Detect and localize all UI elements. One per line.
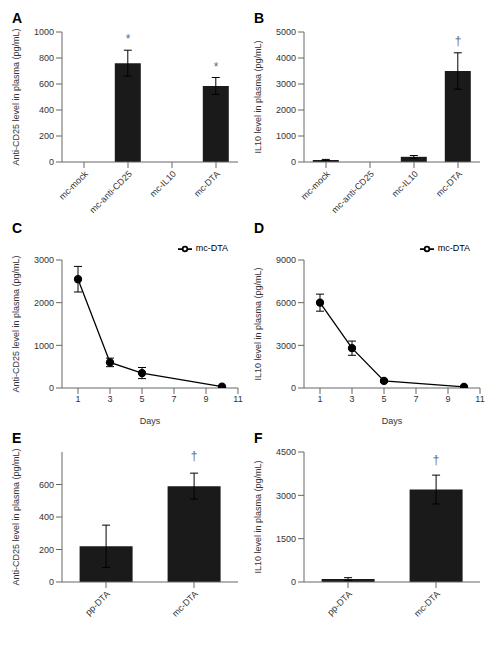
svg-text:9000: 9000 — [276, 255, 296, 265]
svg-text:9: 9 — [445, 394, 450, 404]
svg-text:200: 200 — [39, 545, 54, 555]
svg-text:*: * — [126, 32, 131, 46]
svg-text:5000: 5000 — [276, 27, 296, 37]
svg-text:*: * — [214, 60, 219, 74]
svg-text:Anti-CD25 level in plasma (pg/: Anti-CD25 level in plasma (pg/mL) — [11, 448, 21, 585]
svg-text:3: 3 — [349, 394, 354, 404]
svg-text:200: 200 — [39, 131, 54, 141]
html-text:C: C — [12, 220, 23, 236]
svg-text:†: † — [191, 449, 198, 463]
svg-text:7: 7 — [171, 394, 176, 404]
svg-text:IL10 level in plasma (pg/mL): IL10 level in plasma (pg/mL) — [253, 267, 263, 380]
svg-text:11: 11 — [475, 394, 484, 404]
svg-text:0: 0 — [49, 577, 54, 587]
svg-text:mc-IL10: mc-IL10 — [148, 169, 178, 199]
svg-text:1000: 1000 — [34, 341, 54, 351]
svg-text:mc-DTA: mc-DTA — [192, 169, 222, 199]
svg-text:pp-DTA: pp-DTA — [83, 589, 112, 618]
svg-text:1: 1 — [317, 394, 322, 404]
svg-text:7: 7 — [413, 394, 418, 404]
svg-text:2000: 2000 — [276, 105, 296, 115]
svg-text:400: 400 — [39, 105, 54, 115]
svg-text:†: † — [433, 453, 440, 467]
svg-text:Days: Days — [382, 416, 403, 426]
html-text:F: F — [254, 430, 263, 446]
svg-text:4500: 4500 — [276, 447, 296, 457]
html-text:D: D — [254, 220, 265, 236]
svg-text:mc-IL10: mc-IL10 — [390, 169, 420, 199]
html-text:A: A — [12, 10, 23, 26]
svg-text:600: 600 — [39, 79, 54, 89]
svg-text:3000: 3000 — [276, 491, 296, 501]
svg-text:pp-DTA: pp-DTA — [325, 589, 354, 618]
svg-text:6000: 6000 — [276, 298, 296, 308]
svg-text:mc-DTA: mc-DTA — [170, 589, 200, 619]
svg-text:3: 3 — [107, 394, 112, 404]
svg-text:3000: 3000 — [276, 341, 296, 351]
svg-text:Days: Days — [140, 416, 161, 426]
svg-text:0: 0 — [49, 383, 54, 393]
svg-text:400: 400 — [39, 512, 54, 522]
svg-text:800: 800 — [39, 53, 54, 63]
html-text:E: E — [12, 430, 22, 446]
svg-text:1500: 1500 — [276, 534, 296, 544]
svg-text:1000: 1000 — [34, 27, 54, 37]
svg-text:0: 0 — [49, 157, 54, 167]
svg-text:5: 5 — [139, 394, 144, 404]
svg-text:Anti-CD25 level in plasma (pg/: Anti-CD25 level in plasma (pg/mL) — [11, 255, 21, 392]
html-text:B: B — [254, 10, 265, 26]
svg-text:mc-DTA: mc-DTA — [412, 589, 442, 619]
svg-text:0: 0 — [291, 577, 296, 587]
svg-text:IL10 level in plasma (pg/mL): IL10 level in plasma (pg/mL) — [253, 460, 263, 573]
svg-text:9: 9 — [203, 394, 208, 404]
svg-text:mc-anti-CD25: mc-anti-CD25 — [88, 169, 134, 215]
svg-text:IL10 level in plasma (pg/mL): IL10 level in plasma (pg/mL) — [253, 40, 263, 153]
svg-text:Anti-CD25 level in plasma (pg/: Anti-CD25 level in plasma (pg/mL) — [11, 28, 21, 165]
svg-text:mc-anti-CD25: mc-anti-CD25 — [330, 169, 376, 215]
svg-text:mc-mock: mc-mock — [57, 169, 90, 202]
svg-text:0: 0 — [291, 383, 296, 393]
html-text:mc-DTA: mc-DTA — [195, 243, 228, 254]
svg-text:3000: 3000 — [276, 79, 296, 89]
svg-text:mc-mock: mc-mock — [299, 169, 332, 202]
svg-text:0: 0 — [291, 157, 296, 167]
svg-text:3000: 3000 — [34, 255, 54, 265]
svg-text:†: † — [455, 34, 462, 48]
svg-text:4000: 4000 — [276, 53, 296, 63]
svg-text:1: 1 — [75, 394, 80, 404]
svg-text:mc-DTA: mc-DTA — [434, 169, 464, 199]
svg-text:11: 11 — [233, 394, 242, 404]
svg-text:2000: 2000 — [34, 298, 54, 308]
html-text:mc-DTA: mc-DTA — [437, 243, 470, 254]
svg-text:1000: 1000 — [276, 131, 296, 141]
svg-text:600: 600 — [39, 480, 54, 490]
svg-text:5: 5 — [381, 394, 386, 404]
